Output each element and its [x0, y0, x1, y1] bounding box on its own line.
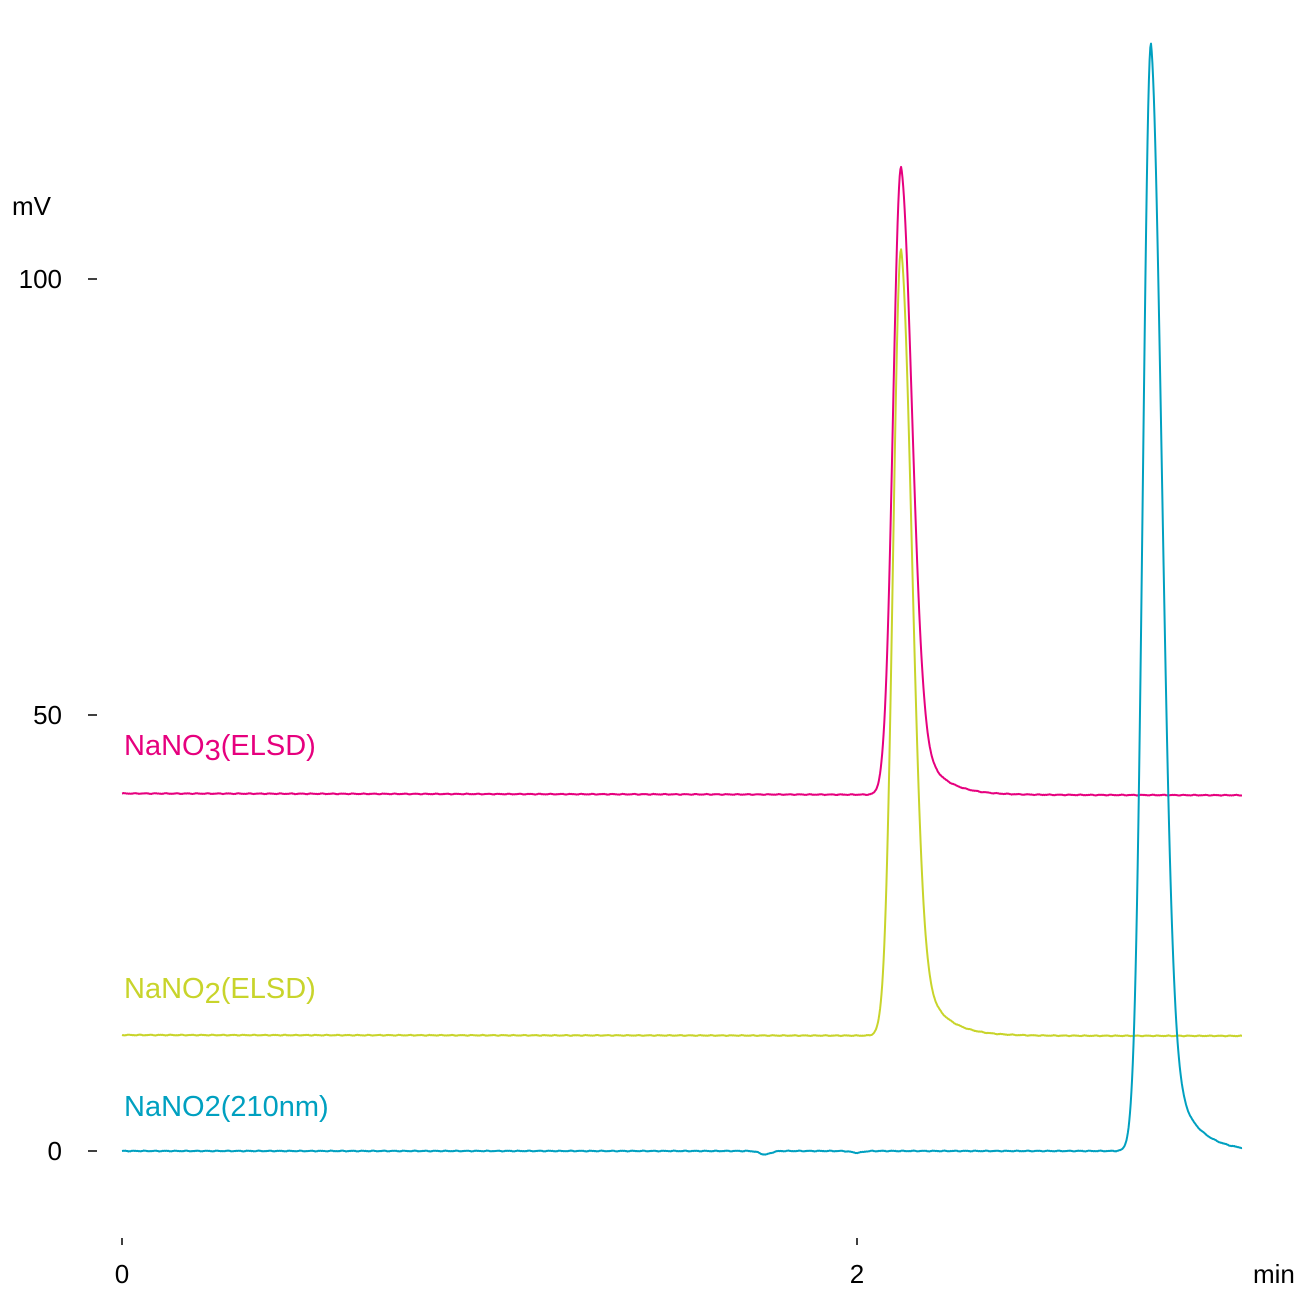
series-lines — [121, 42, 1243, 1156]
series-line — [121, 42, 1243, 1156]
series-label: NaNO2(ELSD) — [124, 973, 316, 1010]
y-axis-label: mV — [12, 191, 52, 221]
series-label: NaNO3(ELSD) — [124, 730, 316, 767]
y-tick-label: 0 — [48, 1136, 62, 1166]
y-tick-label: 100 — [19, 264, 62, 294]
series-line — [121, 248, 1243, 1038]
series-label: NaNO2(210nm) — [124, 1091, 329, 1123]
x-axis-label: min — [1253, 1259, 1295, 1289]
y-axis: mV 0 50 100 — [12, 191, 97, 1166]
x-tick-label: 0 — [115, 1259, 129, 1289]
x-tick-label: 2 — [850, 1259, 864, 1289]
y-tick-label: 50 — [33, 700, 62, 730]
series-labels: NaNO3(ELSD) NaNO2(ELSD) NaNO2(210nm) — [124, 730, 329, 1123]
x-axis: min 0246 — [115, 1238, 1295, 1289]
series-line — [121, 165, 1243, 797]
